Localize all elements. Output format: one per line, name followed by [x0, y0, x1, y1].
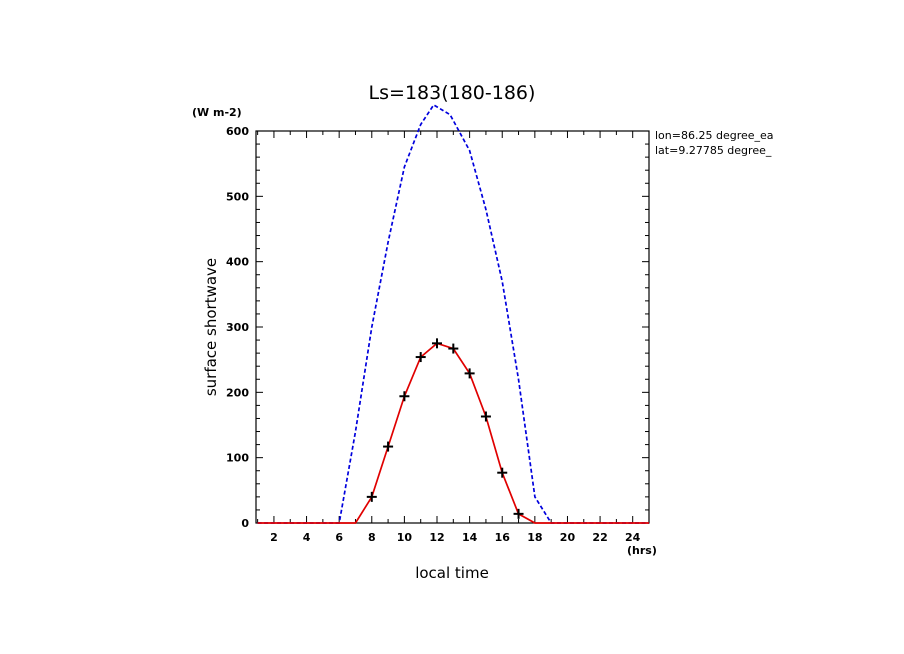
series-1-point: [480, 411, 491, 422]
x-tick-label: 22: [592, 531, 607, 544]
x-tick-label: 12: [429, 531, 444, 544]
series-1-point: [399, 391, 410, 402]
y-tick-label: 200: [226, 386, 249, 399]
plot-frame: [255, 130, 650, 524]
x-tick-label: 4: [303, 531, 311, 544]
series-0-line: [257, 103, 649, 524]
y-tick-label: 600: [226, 125, 249, 138]
x-tick-label: 16: [495, 531, 511, 544]
x-axis-ticks: 2 4 6 8 10 12 14 16 18 20 22 24: [257, 131, 650, 544]
axes: [255, 130, 650, 524]
x-tick-label: 6: [335, 531, 343, 544]
annotation-lon: lon=86.25 degree_ea: [655, 129, 774, 142]
series-1-point: [497, 467, 508, 478]
series-1-point: [464, 368, 475, 379]
y-tick-label: 300: [226, 321, 249, 334]
x-tick-label: 20: [560, 531, 576, 544]
y-axis-ticks: 0 100 200 300 400 500 600: [226, 125, 649, 530]
series-1-point: [383, 441, 394, 452]
series-1-point: [448, 343, 459, 354]
annotation-lat: lat=9.27785 degree_: [655, 144, 772, 157]
chart-title: Ls=183(180-186): [369, 82, 536, 104]
y-unit-label: (W m-2): [192, 106, 242, 119]
y-tick-label: 500: [226, 190, 249, 203]
y-axis-label: surface shortwave: [202, 258, 220, 396]
series-layer: [257, 103, 649, 524]
series-1-point: [415, 352, 426, 363]
x-tick-label: 18: [527, 531, 542, 544]
series-1-point: [513, 508, 524, 519]
y-tick-label: 100: [226, 452, 249, 465]
y-tick-label: 400: [226, 256, 249, 269]
x-tick-label: 2: [270, 531, 278, 544]
x-tick-label: 14: [462, 531, 478, 544]
series-1-point: [366, 491, 377, 502]
x-tick-label: 8: [368, 531, 376, 544]
x-axis-label: local time: [415, 564, 489, 582]
x-tick-label: 10: [397, 531, 413, 544]
series-1-point: [432, 338, 443, 349]
x-tick-label: 24: [625, 531, 641, 544]
y-tick-label: 0: [241, 517, 249, 530]
x-unit-label: (hrs): [627, 544, 657, 557]
series-1-line: [257, 342, 649, 524]
